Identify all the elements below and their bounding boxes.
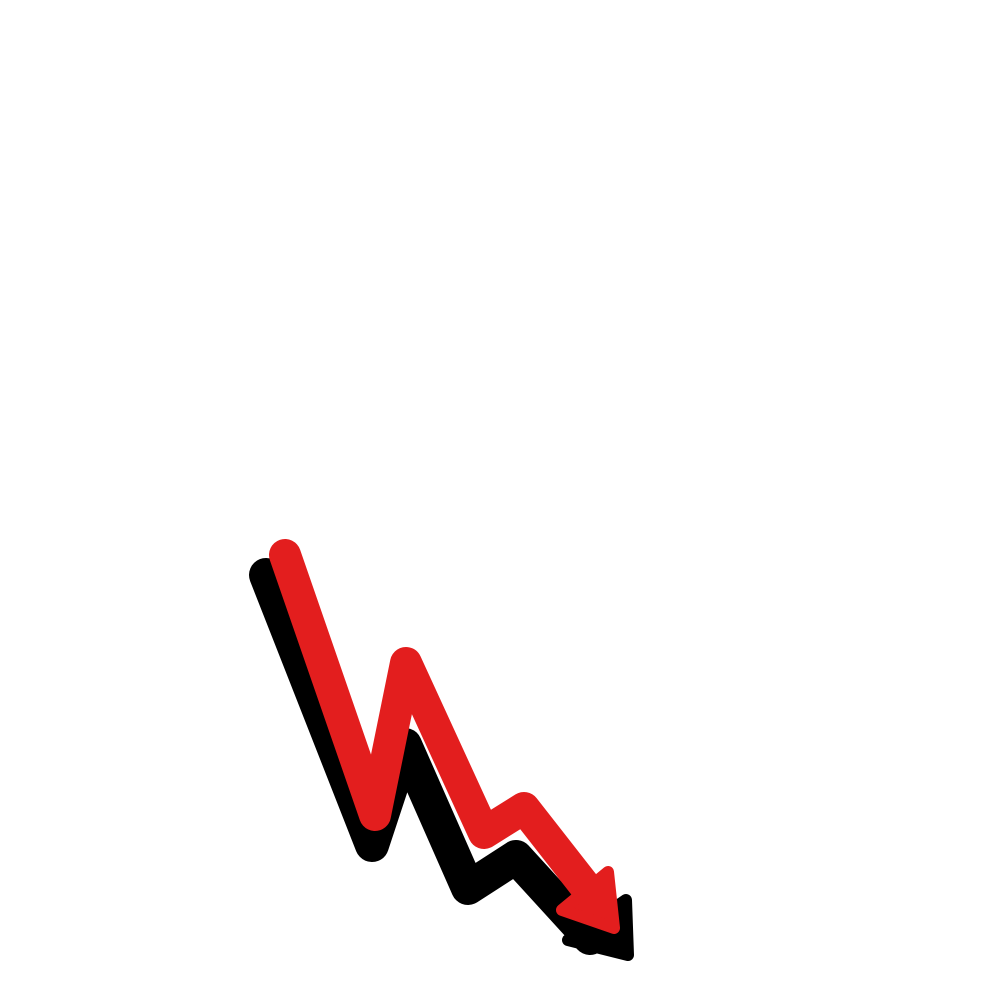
- arrow-main: [269, 539, 620, 934]
- arrow-main-line: [269, 539, 608, 911]
- arrow-main-head: [556, 866, 620, 934]
